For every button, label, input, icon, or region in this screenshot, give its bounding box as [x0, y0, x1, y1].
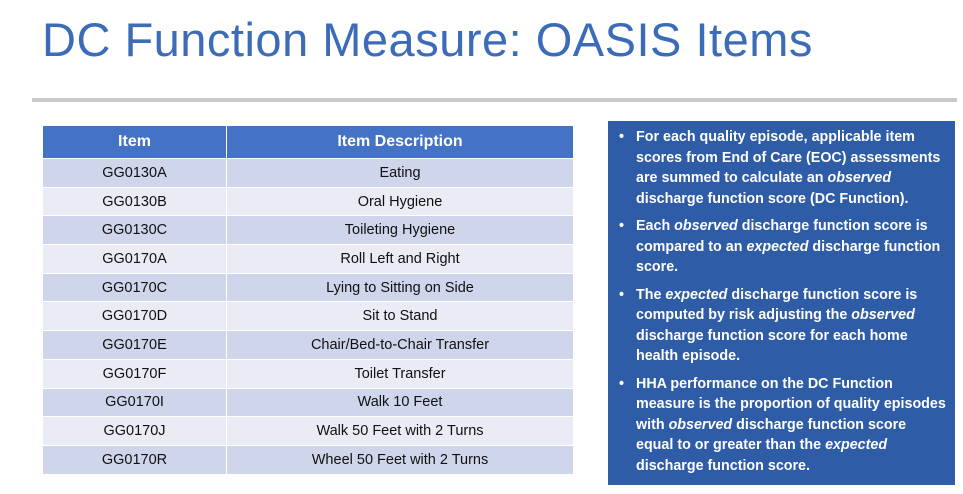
bullet-text: HHA performance on the DC Function measu…	[636, 375, 946, 433]
table-cell: Oral Hygiene	[226, 186, 574, 217]
bullet-text: Each	[636, 218, 675, 234]
bullet-text: discharge function score is computed by …	[636, 286, 918, 324]
divider	[32, 98, 957, 102]
table-cell: Walk 10 Feet	[226, 387, 574, 418]
table-cell: Wheel 50 Feet with 2 Turns	[226, 444, 574, 475]
column-header: Item Description	[226, 125, 574, 159]
bullet: For each quality episode, applicable ite…	[619, 127, 947, 209]
emphasis: observed	[827, 170, 892, 186]
table-row: GG0170C Lying to Sitting on Side	[42, 272, 574, 303]
bullet-list: For each quality episode, applicable ite…	[618, 127, 947, 476]
bullet: The expected discharge function score is…	[619, 285, 947, 367]
table-row: GG0170A Roll Left and Right	[42, 244, 574, 274]
bullet-text: The	[636, 286, 666, 303]
table-cell: GG0170A	[42, 244, 227, 274]
table-cell: Toileting Hygiene	[226, 215, 574, 246]
table-cell: Eating	[226, 158, 574, 188]
bullet-text: discharge function score.	[636, 238, 941, 276]
table-body: GG0130A Eating GG0130B Oral Hygiene GG0130C T…	[42, 158, 574, 475]
emphasis: observed	[674, 218, 738, 234]
emphasis: observed	[668, 416, 733, 433]
table-row: GG0170J Walk 50 Feet with 2 Turns	[42, 416, 574, 446]
table-cell: GG0170C	[42, 272, 227, 303]
table-cell: Sit to Stand	[226, 301, 574, 332]
items-table: Item Item Description GG0130A Eating GG0130…	[42, 125, 574, 475]
bullet-text: discharge function score equal to or gre…	[636, 416, 907, 454]
table-row: GG0170F Toilet Transfer	[42, 358, 574, 389]
emphasis: observed	[851, 307, 915, 323]
table-cell: GG0170F	[42, 358, 227, 389]
table-row: GG0130A Eating	[42, 158, 574, 188]
table-cell: Lying to Sitting on Side	[226, 272, 574, 303]
emphasis: expected	[746, 238, 809, 255]
table-cell: GG0170D	[42, 301, 227, 332]
header-row: Item Item Description	[42, 125, 574, 159]
bullet-text: discharge function score is compared to …	[636, 218, 928, 255]
table-cell: GG0130C	[42, 215, 227, 246]
table-cell: GG0130B	[42, 186, 227, 217]
table-row: GG0130B Oral Hygiene	[42, 186, 574, 217]
notes-box: For each quality episode, applicable ite…	[608, 121, 955, 485]
emphasis: expected	[825, 437, 888, 453]
table-cell: GG0130A	[42, 158, 227, 188]
table-cell: Walk 50 Feet with 2 Turns	[226, 416, 574, 446]
table-cell: GG0170E	[42, 330, 227, 360]
table-cell: Roll Left and Right	[226, 244, 574, 274]
bullet-text: discharge function score for each home h…	[636, 327, 908, 365]
bullet: Each observed discharge function score i…	[619, 216, 947, 278]
table-cell: Chair/Bed-to-Chair Transfer	[226, 330, 574, 360]
bullet: HHA performance on the DC Function measu…	[619, 374, 947, 477]
emphasis: expected	[665, 286, 728, 303]
table-row: GG0170I Walk 10 Feet	[42, 387, 574, 418]
table-row: GG0170D Sit to Stand	[42, 301, 574, 332]
slide-title: DC Function Measure: OASIS Items	[42, 13, 813, 66]
bullet-text: For each quality episode, applicable ite…	[636, 129, 941, 186]
column-header: Item	[42, 125, 227, 159]
table-cell: GG0170J	[42, 416, 227, 446]
table-cell: GG0170I	[42, 387, 227, 418]
table-row: GG0170E Chair/Bed-to-Chair Transfer	[42, 330, 574, 360]
table-cell: Toilet Transfer	[226, 358, 574, 389]
table-row: GG0170R Wheel 50 Feet with 2 Turns	[42, 444, 574, 475]
bullet-text: discharge function score (DC Function).	[636, 190, 909, 207]
table-row: GG0130C Toileting Hygiene	[42, 215, 574, 246]
table-cell: GG0170R	[42, 444, 227, 475]
bullet-text: discharge function score.	[636, 457, 810, 474]
